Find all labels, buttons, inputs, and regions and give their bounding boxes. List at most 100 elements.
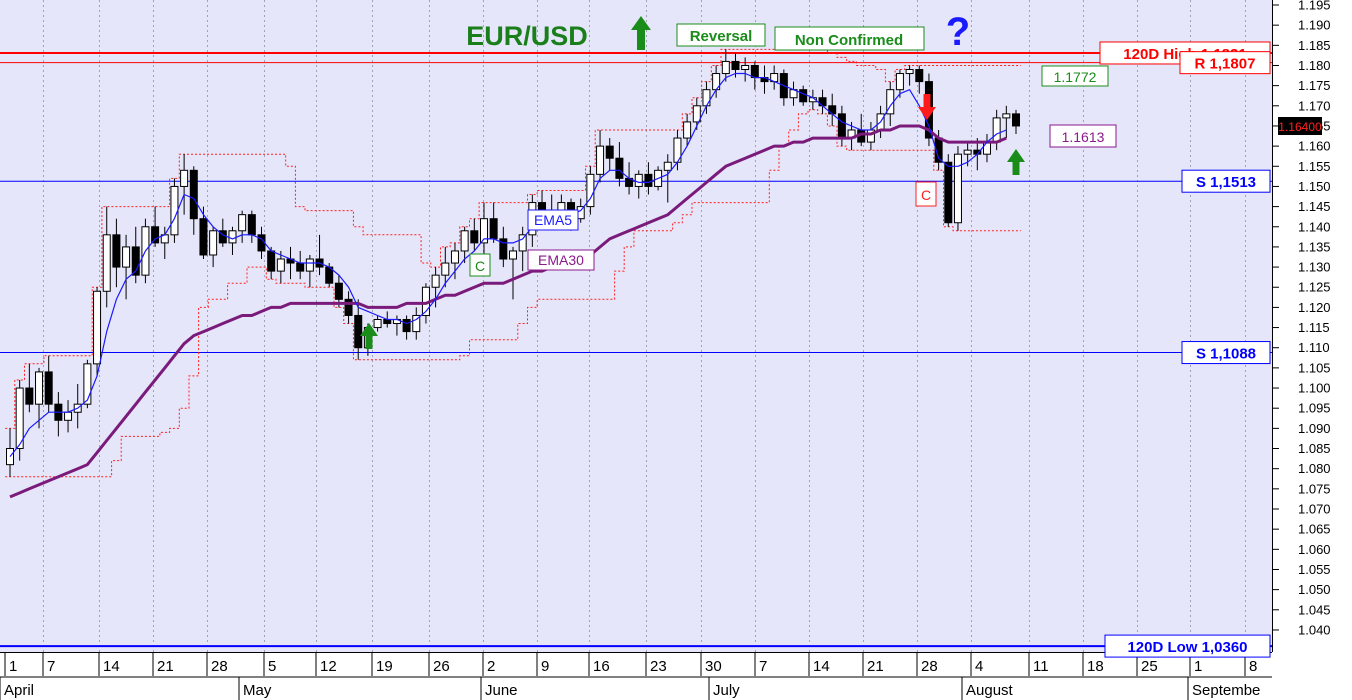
candle [944,154,953,227]
y-tick-label: 1.040 [1298,622,1331,637]
candle [915,65,924,94]
candle [1002,105,1011,139]
up-arrow-icon [631,16,651,50]
candle [373,315,382,332]
y-tick-label: 1.090 [1298,421,1331,436]
y-tick-label: 1.155 [1298,159,1331,174]
candle [450,242,459,280]
c-green-label: C [475,258,485,274]
x-tick-label: 21 [157,658,174,675]
last-price-tag: 1.16400 [1278,117,1322,135]
y-tick-label: 1.160 [1298,139,1331,154]
y-axis: 1.1951.1901.1851.1801.1751.1701.1651.160… [1272,0,1331,637]
candle [509,246,517,300]
y-tick-label: 1.075 [1298,481,1331,496]
y-tick-label: 1.060 [1298,542,1331,557]
candle [122,234,131,300]
candle [151,206,160,247]
candle [470,218,479,251]
y-tick-label: 1.110 [1298,340,1330,355]
candle [209,226,218,268]
x-tick-label: 14 [813,658,830,675]
c-green-tag: C [469,253,491,277]
level-label: S 1,1088 [1196,346,1256,363]
candle [238,210,247,243]
x-tick-label: 1 [1194,658,1202,675]
candle [412,307,421,340]
y-tick-label: 1.125 [1298,280,1331,295]
candle [170,178,179,243]
candle [25,363,34,413]
x-tick-label: 19 [376,658,393,675]
candle [102,206,111,308]
y-tick-label: 1.095 [1298,401,1331,416]
x-tick-label: 8 [1249,658,1257,675]
candle [344,291,353,324]
x-axis-background [0,652,1352,700]
candle [93,287,102,376]
y-tick-label: 1.130 [1298,260,1331,275]
level-label: S 1,1513 [1196,174,1256,191]
green-value-tag: 1.1772 [1041,65,1109,87]
level-label-box [1104,634,1271,658]
level-label: R 1,1807 [1195,56,1256,73]
y-tick-label: 1.105 [1298,360,1331,375]
candle [683,113,692,147]
candle [402,315,411,340]
horizontal-levels [0,51,1272,648]
x-tick-label: 5 [268,658,276,675]
y-tick-label: 1.135 [1298,239,1331,254]
x-tick-label: 16 [593,658,610,675]
x-tick-label: 12 [320,658,337,675]
ema30-label: EMA30 [538,252,584,268]
candle [518,226,527,272]
x-tick-label: 1 [9,658,17,675]
reversal-label: Reversal [690,28,753,45]
x-axis: 1 7 14 21 28 5 12 19 26 2 9 16 23 30 7 14 21 28 4 11 18 25 1 8A… [0,652,1272,700]
x-tick-label: 11 [1033,658,1049,675]
chart-title: EUR/USD [466,21,588,51]
x-tick-label: 7 [47,658,55,675]
green-value-label: 1.1772 [1054,69,1097,85]
candle [112,218,121,288]
x-tick-label: 4 [975,658,983,675]
y-tick-label: 1.120 [1298,300,1331,315]
green-up-arrow-icon [1007,149,1025,175]
level-label-box [1181,341,1271,365]
candle [953,146,962,231]
y-tick-label: 1.070 [1298,502,1331,517]
y-tick-label: 1.190 [1298,18,1331,33]
candle [276,250,285,284]
candle [83,359,92,409]
c-red-tag: C [915,181,937,207]
candle [479,202,488,255]
x-tick-label: 2 [487,658,495,675]
candle [605,138,614,171]
candle [460,226,469,264]
candle [721,49,730,82]
x-tick-label: 9 [541,658,549,675]
question-mark-icon: ? [946,10,970,54]
non-confirmed-label-box: Non Confirmed [774,26,925,51]
x-tick-label: 23 [650,658,667,675]
y-axis-background [1272,0,1352,652]
y-tick-label: 1.195 [1298,0,1331,13]
month-label: June [485,682,518,699]
y-tick-label: 1.170 [1298,98,1331,113]
plot-background [0,0,1272,652]
candle [596,129,605,183]
x-tick-label: 30 [705,658,722,675]
y-tick-label: 1.185 [1298,38,1331,53]
y-tick-label: 1.065 [1298,522,1331,537]
ema30-tag: EMA30 [527,249,595,271]
candle [1012,109,1020,135]
candle [180,154,189,215]
ema-lines [9,72,1007,499]
ema5-tag: EMA5 [527,209,579,231]
candle [663,154,672,203]
purple-value-tag: 1.1613 [1049,124,1117,148]
month-label: May [243,682,272,699]
y-tick-label: 1.145 [1298,199,1331,214]
